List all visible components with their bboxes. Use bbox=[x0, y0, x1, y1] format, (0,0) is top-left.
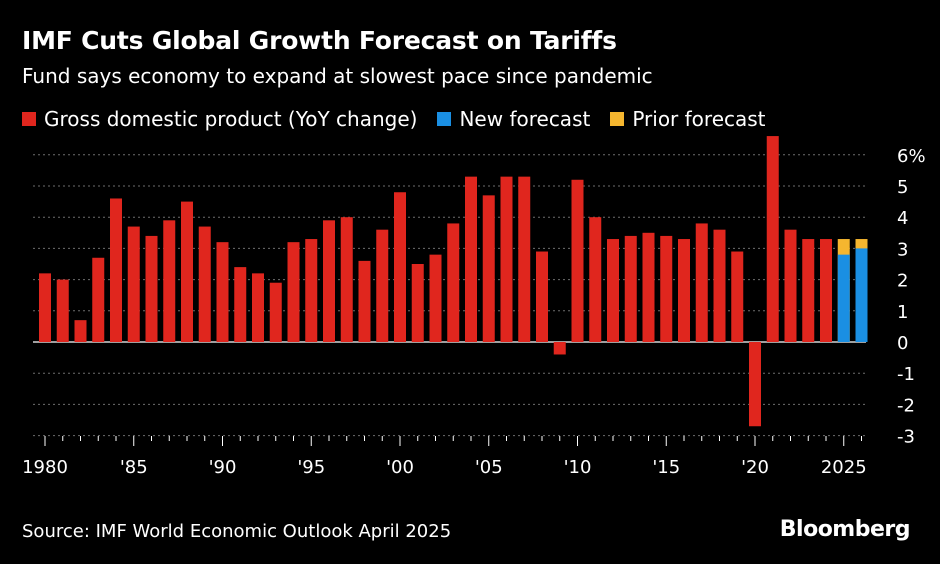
bar-gdp bbox=[163, 220, 176, 342]
legend-swatch-new-forecast bbox=[437, 112, 452, 126]
bar-gdp bbox=[518, 176, 531, 342]
bar-gdp bbox=[571, 179, 584, 342]
y-tick-label: -3 bbox=[897, 427, 915, 448]
bar-gdp bbox=[482, 195, 495, 342]
legend-item-prior-forecast: Prior forecast bbox=[610, 107, 766, 131]
bar-gdp bbox=[56, 279, 69, 342]
bar-gdp bbox=[642, 232, 655, 342]
bar-gdp bbox=[181, 201, 193, 342]
bar-gdp bbox=[429, 254, 442, 342]
bar-gdp bbox=[411, 264, 424, 342]
y-tick-label: 5 bbox=[897, 177, 908, 198]
bar-gdp bbox=[394, 192, 406, 342]
bar-gdp bbox=[92, 257, 105, 342]
x-tick-label: '05 bbox=[475, 457, 503, 478]
bar-gdp bbox=[589, 217, 602, 342]
bar-gdp bbox=[695, 223, 708, 342]
y-tick-label: 0 bbox=[897, 333, 908, 354]
bar-gdp bbox=[624, 235, 637, 342]
bar-gdp bbox=[269, 282, 282, 342]
bar-gdp bbox=[323, 220, 335, 342]
bar-gdp bbox=[127, 226, 140, 342]
bar-gdp bbox=[39, 273, 51, 342]
legend-item-new-forecast: New forecast bbox=[437, 107, 590, 131]
legend-swatch-prior-forecast bbox=[610, 112, 625, 126]
bar-gdp bbox=[110, 198, 122, 342]
legend-label-new-forecast: New forecast bbox=[459, 107, 591, 131]
bar-gdp bbox=[234, 267, 247, 342]
bar-gdp bbox=[287, 242, 300, 342]
bar-gdp bbox=[784, 229, 797, 342]
bar-gdp bbox=[465, 176, 477, 342]
y-tick-label: -2 bbox=[897, 395, 915, 416]
y-tick-label: 6% bbox=[897, 146, 926, 167]
y-tick-label: 4 bbox=[897, 208, 908, 229]
bar-gdp bbox=[820, 239, 832, 342]
bar-new-forecast bbox=[837, 254, 850, 342]
bar-new-forecast bbox=[855, 248, 868, 342]
bar-gdp bbox=[500, 176, 513, 342]
x-tick-label: '15 bbox=[652, 457, 680, 478]
bar-gdp bbox=[713, 229, 726, 342]
y-tick-label: 1 bbox=[897, 302, 908, 323]
legend-label-prior-forecast: Prior forecast bbox=[632, 107, 766, 131]
x-tick-label: '00 bbox=[386, 457, 414, 478]
y-tick-label: -1 bbox=[897, 364, 915, 385]
bloomberg-logo: Bloomberg bbox=[779, 517, 911, 542]
y-tick-label: 2 bbox=[897, 271, 908, 292]
legend-item-gdp: Gross domestic product (YoY change) bbox=[22, 107, 417, 131]
x-tick-label: '85 bbox=[120, 457, 148, 478]
chart-title: IMF Cuts Global Growth Forecast on Tarif… bbox=[22, 26, 617, 55]
bar-gdp bbox=[376, 229, 389, 342]
bar-gdp bbox=[216, 242, 229, 342]
bar-gdp bbox=[749, 342, 761, 427]
bar-gdp bbox=[660, 235, 673, 342]
bar-gdp bbox=[198, 226, 211, 342]
x-tick-label: '90 bbox=[209, 457, 237, 478]
bar-gdp bbox=[252, 273, 264, 342]
bar-gdp bbox=[145, 235, 158, 342]
bar-gdp bbox=[553, 342, 566, 355]
x-tick-label: '20 bbox=[741, 457, 769, 478]
legend: Gross domestic product (YoY change) New … bbox=[22, 107, 786, 131]
bar-gdp bbox=[766, 136, 779, 342]
legend-label-gdp: Gross domestic product (YoY change) bbox=[44, 107, 418, 131]
source-note: Source: IMF World Economic Outlook April… bbox=[22, 521, 452, 542]
x-tick-label: '10 bbox=[564, 457, 592, 478]
bar-gdp bbox=[536, 251, 548, 342]
bar-gdp bbox=[305, 239, 318, 342]
bar-gdp bbox=[678, 239, 690, 342]
bar-gdp bbox=[74, 320, 87, 342]
legend-swatch-gdp bbox=[22, 112, 36, 126]
bar-gdp bbox=[607, 239, 619, 342]
y-tick-label: 3 bbox=[897, 239, 908, 260]
x-tick-label: 2025 bbox=[821, 457, 867, 478]
x-tick-label: '95 bbox=[297, 457, 325, 478]
x-tick-label: 1980 bbox=[22, 457, 68, 478]
bar-gdp bbox=[731, 251, 744, 342]
bar-gdp bbox=[802, 239, 815, 342]
chart-subtitle: Fund says economy to expand at slowest p… bbox=[22, 64, 653, 88]
bar-gdp bbox=[447, 223, 460, 342]
bar-gdp bbox=[358, 260, 371, 342]
bar-gdp bbox=[340, 217, 353, 342]
